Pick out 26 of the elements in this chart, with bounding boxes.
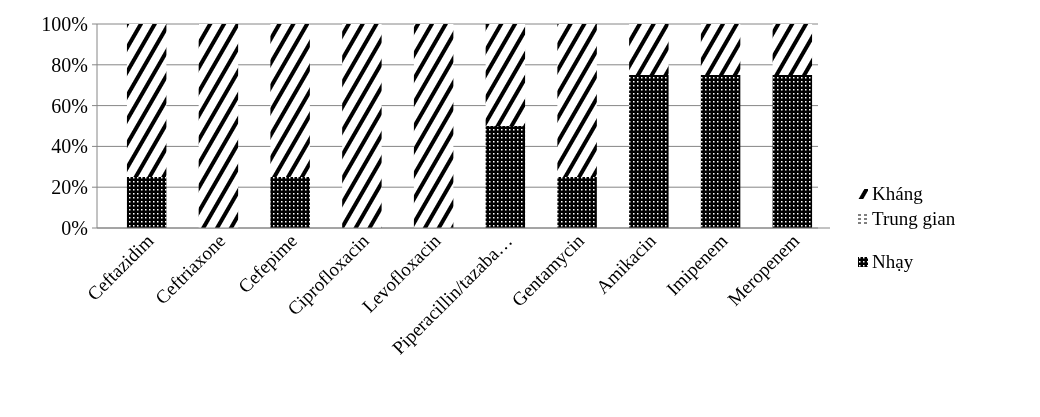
y-tick-label: 80% bbox=[51, 53, 88, 76]
bar bbox=[270, 177, 310, 228]
y-tick-label: 100% bbox=[41, 13, 88, 35]
bar bbox=[126, 24, 167, 177]
legend-label: Kháng bbox=[872, 183, 924, 204]
bar bbox=[342, 24, 382, 228]
bar bbox=[270, 24, 310, 177]
bar bbox=[126, 177, 167, 228]
legend-label: Nhạy bbox=[872, 251, 914, 272]
bar bbox=[629, 24, 669, 75]
y-tick-label: 60% bbox=[51, 94, 88, 117]
bar bbox=[198, 24, 239, 228]
bar bbox=[413, 24, 454, 228]
bar bbox=[485, 24, 526, 126]
y-tick-label: 20% bbox=[51, 176, 88, 199]
bar bbox=[700, 24, 741, 75]
y-tick-label: 0% bbox=[61, 217, 88, 239]
bar bbox=[557, 24, 597, 177]
bar bbox=[485, 126, 526, 228]
bar bbox=[629, 75, 669, 228]
y-tick-label: 40% bbox=[51, 135, 88, 158]
bar bbox=[700, 75, 741, 228]
bar bbox=[772, 75, 813, 228]
legend-label: Trung gian bbox=[872, 208, 956, 229]
bar bbox=[557, 177, 597, 228]
bar bbox=[772, 24, 813, 75]
